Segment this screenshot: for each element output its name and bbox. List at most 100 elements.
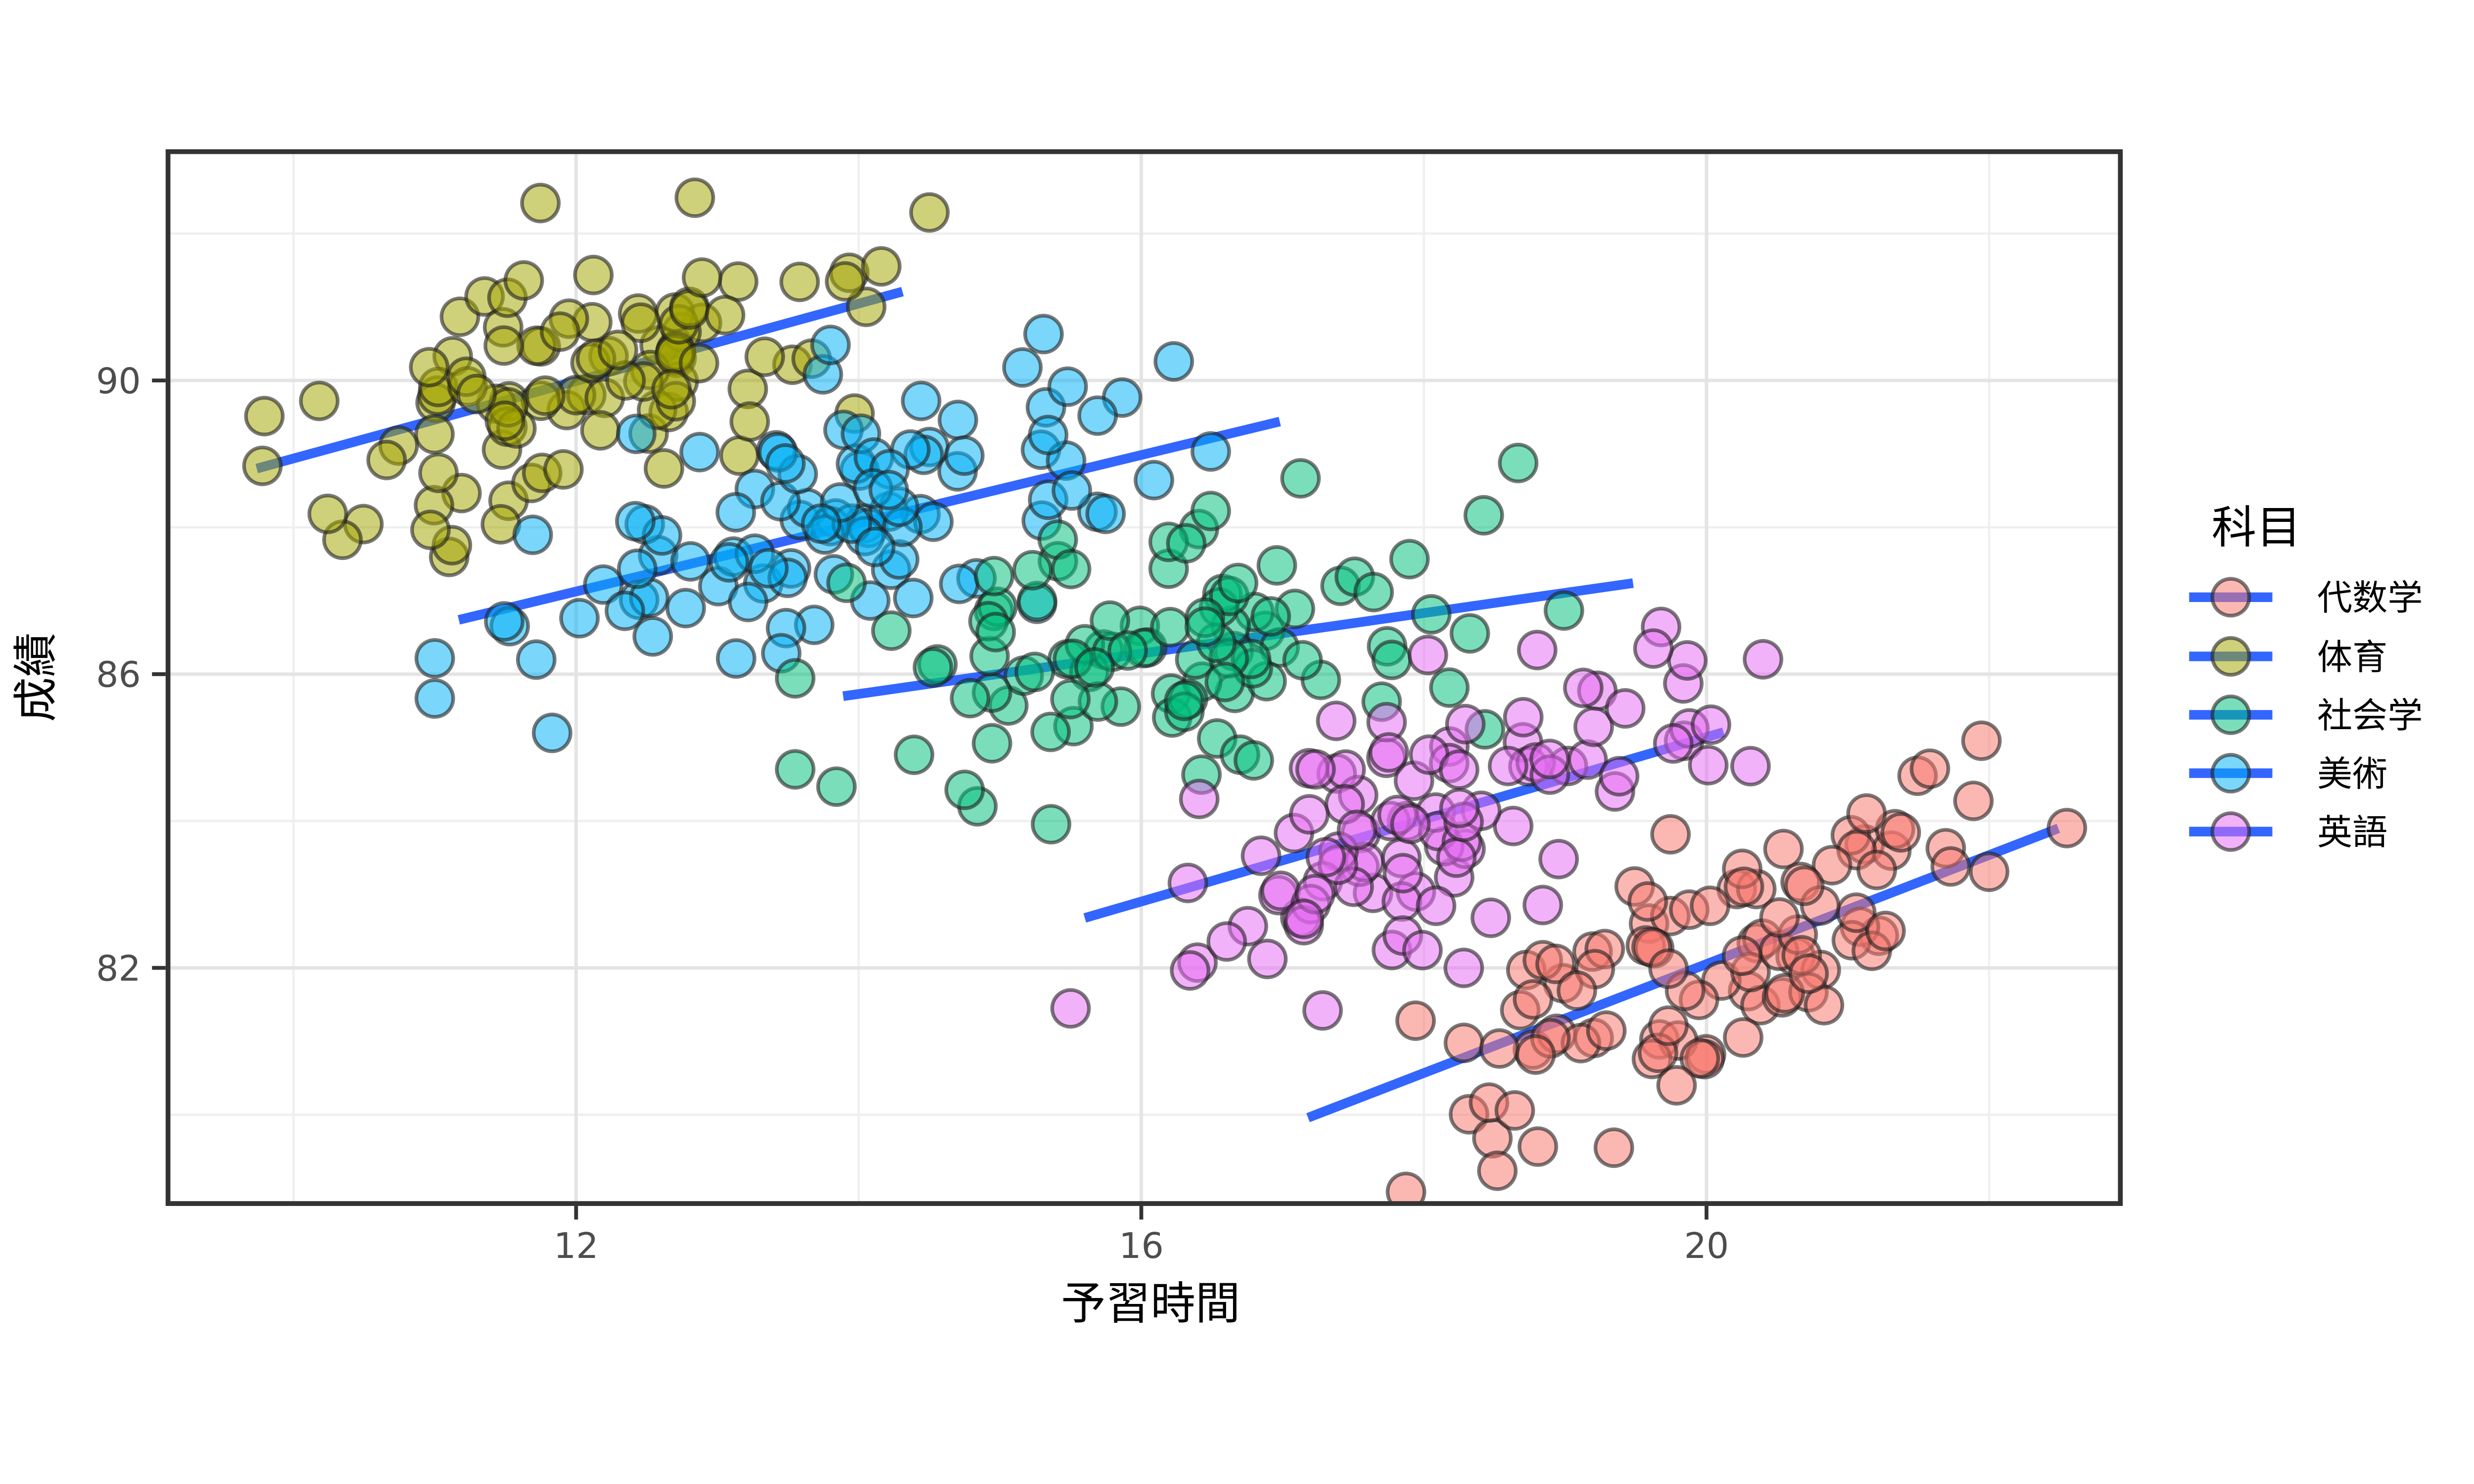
data-point <box>901 380 942 421</box>
data-point <box>665 588 706 629</box>
data-point <box>1050 549 1092 590</box>
data-point <box>605 590 645 631</box>
data-point <box>1164 680 1205 721</box>
data-point <box>779 261 820 302</box>
data-point <box>1880 812 1921 853</box>
data-point <box>1218 562 1259 603</box>
data-point <box>1023 314 1064 355</box>
y-tick-label: 86 <box>96 654 141 696</box>
data-point <box>1865 911 1906 951</box>
data-point <box>1179 779 1220 820</box>
legend-item-label: 英語 <box>2317 812 2387 853</box>
legend-item-label: 代数学 <box>2317 577 2423 618</box>
data-point <box>1515 1034 1556 1075</box>
data-point <box>1153 341 1194 382</box>
data-point <box>1535 943 1576 984</box>
data-point <box>1763 829 1804 870</box>
data-point <box>670 541 711 582</box>
data-point <box>1969 851 2009 892</box>
data-point <box>651 369 692 410</box>
data-point <box>944 769 985 810</box>
data-point <box>414 638 455 679</box>
data-point <box>1759 897 1800 938</box>
cluster-美術 <box>414 314 1231 753</box>
legend-item-label: 社会学 <box>2317 695 2423 736</box>
data-point <box>871 610 912 651</box>
data-point <box>1443 1022 1484 1064</box>
data-point <box>1573 706 1614 747</box>
data-point <box>825 261 865 302</box>
data-point <box>1846 793 1887 834</box>
data-point <box>719 435 760 476</box>
data-point <box>893 578 934 618</box>
data-point <box>1407 635 1448 675</box>
data-point <box>1648 1005 1689 1046</box>
data-point <box>1543 590 1584 631</box>
data-point <box>1030 711 1071 752</box>
data-point <box>971 723 1012 764</box>
data-point <box>1150 606 1191 648</box>
cluster-体育 <box>242 177 950 577</box>
data-point <box>909 192 950 233</box>
data-point <box>826 562 867 603</box>
data-point <box>894 734 935 775</box>
data-point <box>1077 395 1118 436</box>
data-point <box>616 414 657 455</box>
legend-key-point <box>2210 811 2251 852</box>
data-point <box>615 501 656 542</box>
data-point <box>1206 921 1247 962</box>
data-point <box>503 260 544 301</box>
data-point <box>1557 970 1597 1011</box>
legend-title: 科目 <box>2212 502 2301 554</box>
data-point <box>1247 938 1288 979</box>
data-point <box>1284 898 1325 939</box>
cluster-社会学 <box>775 443 1584 845</box>
gridlines-minor <box>168 151 2121 1204</box>
legend-item-体育: 体育 <box>2189 636 2387 678</box>
x-tick-label: 12 <box>554 1225 599 1266</box>
data-point <box>1050 679 1091 720</box>
data-point <box>1471 897 1511 938</box>
data-point <box>1250 596 1291 637</box>
data-point <box>939 563 980 604</box>
data-point <box>1369 732 1409 773</box>
data-point <box>1721 935 1762 976</box>
data-point <box>715 638 757 679</box>
data-point <box>1930 846 1971 887</box>
legend-key-point <box>2210 695 2251 735</box>
data-point <box>1627 881 1668 922</box>
data-point <box>1691 704 1731 745</box>
x-tick-label: 20 <box>1684 1225 1729 1266</box>
data-point <box>1002 347 1043 388</box>
data-point <box>1389 539 1430 580</box>
data-point <box>2046 808 2088 848</box>
data-point <box>674 177 715 218</box>
data-point <box>1134 460 1175 501</box>
data-point <box>484 400 525 441</box>
panel-border <box>165 149 2123 1206</box>
data-point <box>1234 740 1274 781</box>
data-point <box>583 564 624 605</box>
data-point <box>456 373 497 415</box>
data-point <box>1170 950 1211 991</box>
data-point <box>1633 628 1674 669</box>
data-point <box>484 601 524 642</box>
data-point <box>1390 803 1431 844</box>
data-point <box>632 616 673 657</box>
data-point <box>1593 1127 1634 1168</box>
data-point <box>543 449 584 490</box>
data-point <box>1204 661 1245 702</box>
data-point <box>1416 885 1457 927</box>
legend-item-社会学: 社会学 <box>2189 695 2423 736</box>
data-point <box>744 336 785 377</box>
data-point <box>810 325 851 366</box>
data-point <box>1436 837 1477 878</box>
data-point <box>1051 470 1093 511</box>
data-point <box>1402 929 1443 971</box>
data-point <box>418 453 459 493</box>
data-point <box>1517 630 1558 670</box>
x-axis: 12 16 20 <box>554 1206 1729 1266</box>
data-point <box>1240 835 1282 876</box>
